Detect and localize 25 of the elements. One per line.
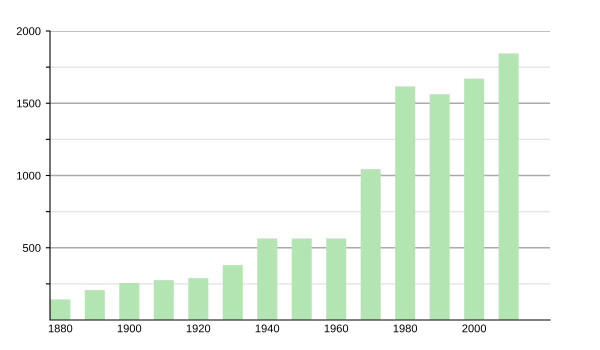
x-tick-label: 1880 xyxy=(48,324,72,332)
bar xyxy=(498,53,519,320)
x-tick-label: 1980 xyxy=(394,324,418,332)
bar xyxy=(119,283,140,320)
x-tick-label: 1940 xyxy=(256,324,280,332)
bar xyxy=(84,290,105,320)
y-tick-label: 1000 xyxy=(17,172,41,180)
x-tick-label: 1960 xyxy=(324,324,348,332)
bar xyxy=(464,78,484,320)
y-tick-label: 2000 xyxy=(16,27,41,36)
y-tick-label: 1500 xyxy=(17,100,41,108)
bar xyxy=(188,278,208,320)
bar xyxy=(154,280,174,320)
y-tick-label: 500 xyxy=(22,244,41,252)
bar xyxy=(395,86,416,320)
bar xyxy=(326,238,346,320)
x-tick-label: 2000 xyxy=(462,324,486,332)
bar xyxy=(257,238,278,320)
x-tick-label: 1920 xyxy=(186,324,210,332)
bar xyxy=(360,169,381,320)
bar xyxy=(292,238,312,320)
bar xyxy=(50,299,70,320)
x-tick-label: 1900 xyxy=(118,324,142,332)
bar xyxy=(222,265,243,320)
bar xyxy=(430,94,450,320)
